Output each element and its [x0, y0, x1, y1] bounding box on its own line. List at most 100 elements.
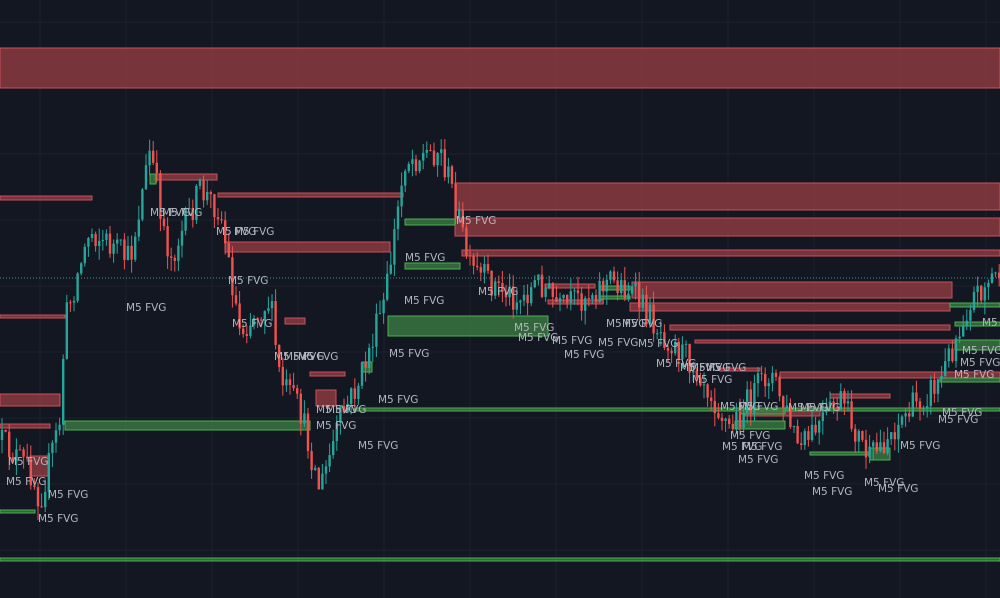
candle-body — [864, 439, 868, 458]
fvg-label: M5 FVG — [800, 402, 840, 414]
candle-body — [508, 286, 511, 298]
candle-body — [486, 264, 490, 271]
candle-body — [404, 171, 407, 186]
candle-body — [684, 343, 688, 345]
candle-body — [328, 455, 331, 467]
candle-body — [278, 344, 281, 368]
candle-body — [699, 377, 702, 386]
candle-body — [306, 413, 310, 451]
candle-body — [8, 431, 11, 458]
candle-body — [666, 347, 670, 351]
fvg-label: M5 FVG — [228, 275, 268, 287]
candle-body — [238, 303, 241, 329]
bearish-fvg-zone — [461, 249, 1000, 257]
candle-body — [846, 401, 850, 404]
candle-body — [724, 418, 727, 421]
candle-body — [519, 300, 522, 303]
fvg-label: M5 FVG — [405, 252, 445, 264]
candle-body — [126, 245, 130, 260]
candle-body — [159, 173, 162, 219]
candle-body — [332, 441, 335, 456]
candle-body — [648, 304, 652, 325]
fvg-label: M5 FVG — [962, 345, 1000, 357]
candle-body — [386, 273, 389, 300]
bullish-fvg-zone — [809, 451, 871, 456]
candle-body — [141, 189, 144, 220]
bullish-fvg-zone — [404, 218, 456, 226]
candle-body — [926, 406, 929, 409]
candle-body — [839, 391, 842, 410]
candle-body — [15, 449, 18, 462]
candle-body — [148, 150, 151, 166]
candle-body — [728, 418, 731, 425]
candle-body — [990, 273, 994, 283]
candle-body — [173, 257, 176, 261]
bearish-fvg-zone — [631, 281, 953, 299]
fvg-label: M5 FVG — [6, 476, 46, 488]
candle-body — [130, 245, 133, 260]
candle-body — [886, 439, 889, 454]
candle-body — [112, 243, 115, 254]
candle-body — [40, 506, 43, 508]
candle-body — [944, 361, 947, 376]
candle-body — [116, 239, 119, 244]
candle-body — [857, 431, 860, 442]
candle-body — [432, 150, 436, 166]
candle-body — [504, 291, 508, 298]
candle-body — [396, 206, 400, 230]
bearish-fvg-zone — [544, 283, 596, 289]
fvg-label: M5 FVG — [48, 489, 88, 501]
fvg-label: M5 FVG — [788, 402, 828, 414]
candle-body — [195, 185, 198, 220]
candle-body — [785, 405, 788, 408]
candle-body — [0, 429, 4, 440]
fvg-label: M5 FVG — [216, 226, 256, 238]
fvg-zones — [0, 47, 1000, 562]
fvg-label: M5 FVG — [404, 295, 444, 307]
candle-body — [87, 238, 90, 247]
candle-body — [342, 406, 346, 413]
candle-body — [936, 379, 940, 394]
fvg-label: M5 FVG — [518, 332, 558, 344]
fvg-label: M5 FVG — [804, 470, 844, 482]
candle-body — [681, 344, 684, 360]
bearish-fvg-zone — [0, 314, 66, 319]
candle-body — [198, 179, 202, 186]
candle-body — [749, 389, 752, 413]
fvg-label: M5 FVG — [900, 440, 940, 452]
candle-body — [324, 466, 328, 474]
candle-body — [630, 286, 634, 294]
candle-body — [252, 318, 256, 326]
candle-body — [998, 272, 1000, 279]
candle-body — [429, 150, 432, 152]
candle-body — [170, 256, 173, 258]
candle-body — [670, 350, 673, 354]
candle-body — [310, 450, 313, 471]
bearish-fvg-zone — [779, 371, 1000, 379]
candle-body — [821, 412, 824, 422]
candle-body — [861, 431, 864, 440]
bearish-fvg-zone — [224, 241, 391, 253]
fvg-label: M5 FVG — [812, 486, 852, 498]
bullish-fvg-zone — [387, 315, 549, 337]
fvg-label: M5 FVG — [954, 369, 994, 381]
candle-body — [515, 302, 518, 310]
candle-body — [756, 373, 760, 384]
candle-body — [706, 384, 709, 398]
candle-body — [929, 379, 932, 407]
candle-body — [540, 274, 544, 297]
candle-body — [346, 403, 349, 413]
candle-body — [879, 442, 882, 452]
candle-body — [180, 230, 184, 246]
fvg-label: M5 FVG — [150, 207, 190, 219]
candle-body — [65, 302, 68, 359]
candle-body — [814, 424, 817, 433]
candle-body — [962, 325, 965, 337]
candle-body — [400, 185, 403, 207]
bearish-fvg-zone — [454, 217, 1000, 237]
candle-body — [576, 290, 580, 294]
candle-body — [940, 375, 943, 380]
candle-body — [587, 298, 590, 300]
candle-body — [360, 362, 364, 386]
candle-body — [54, 430, 58, 443]
